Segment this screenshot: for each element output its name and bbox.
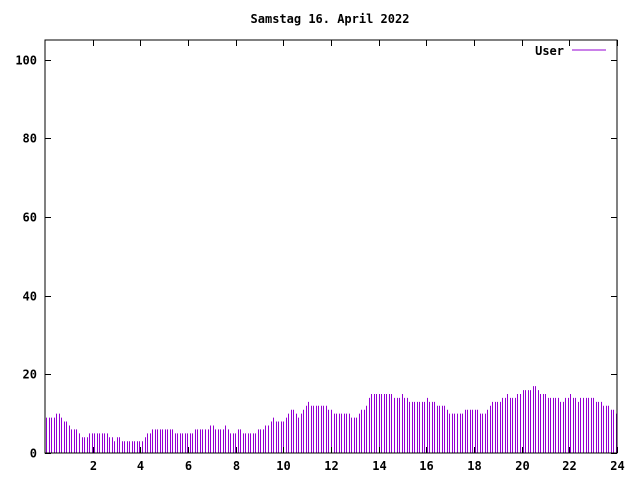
x-tick-label: 18 (467, 459, 481, 473)
x-tick-label: 8 (233, 459, 240, 473)
x-tick-label: 2 (90, 459, 97, 473)
x-tick-label: 16 (419, 459, 433, 473)
x-tick-label: 24 (610, 459, 624, 473)
y-tick-label: 20 (23, 368, 37, 382)
chart-title: Samstag 16. April 2022 (251, 12, 410, 26)
x-tick-label: 4 (137, 459, 144, 473)
y-tick-label: 100 (15, 54, 37, 68)
bar-series (46, 386, 617, 453)
y-axis: 0 20 40 60 80 100 (15, 54, 617, 461)
legend-label-user: User (535, 44, 564, 58)
x-tick-label: 14 (372, 459, 386, 473)
y-tick-label: 40 (23, 290, 37, 304)
x-axis: 2 4 6 8 10 12 14 16 18 20 22 24 (90, 40, 625, 473)
y-tick-label: 60 (23, 211, 37, 225)
x-tick-label: 22 (562, 459, 576, 473)
x-tick-label: 12 (324, 459, 338, 473)
plot-frame (44, 39, 618, 454)
x-tick-label: 10 (276, 459, 290, 473)
y-tick-label: 0 (30, 447, 37, 461)
x-tick-label: 6 (185, 459, 192, 473)
y-tick-label: 80 (23, 132, 37, 146)
x-tick-label: 20 (515, 459, 529, 473)
legend: User (535, 44, 606, 58)
